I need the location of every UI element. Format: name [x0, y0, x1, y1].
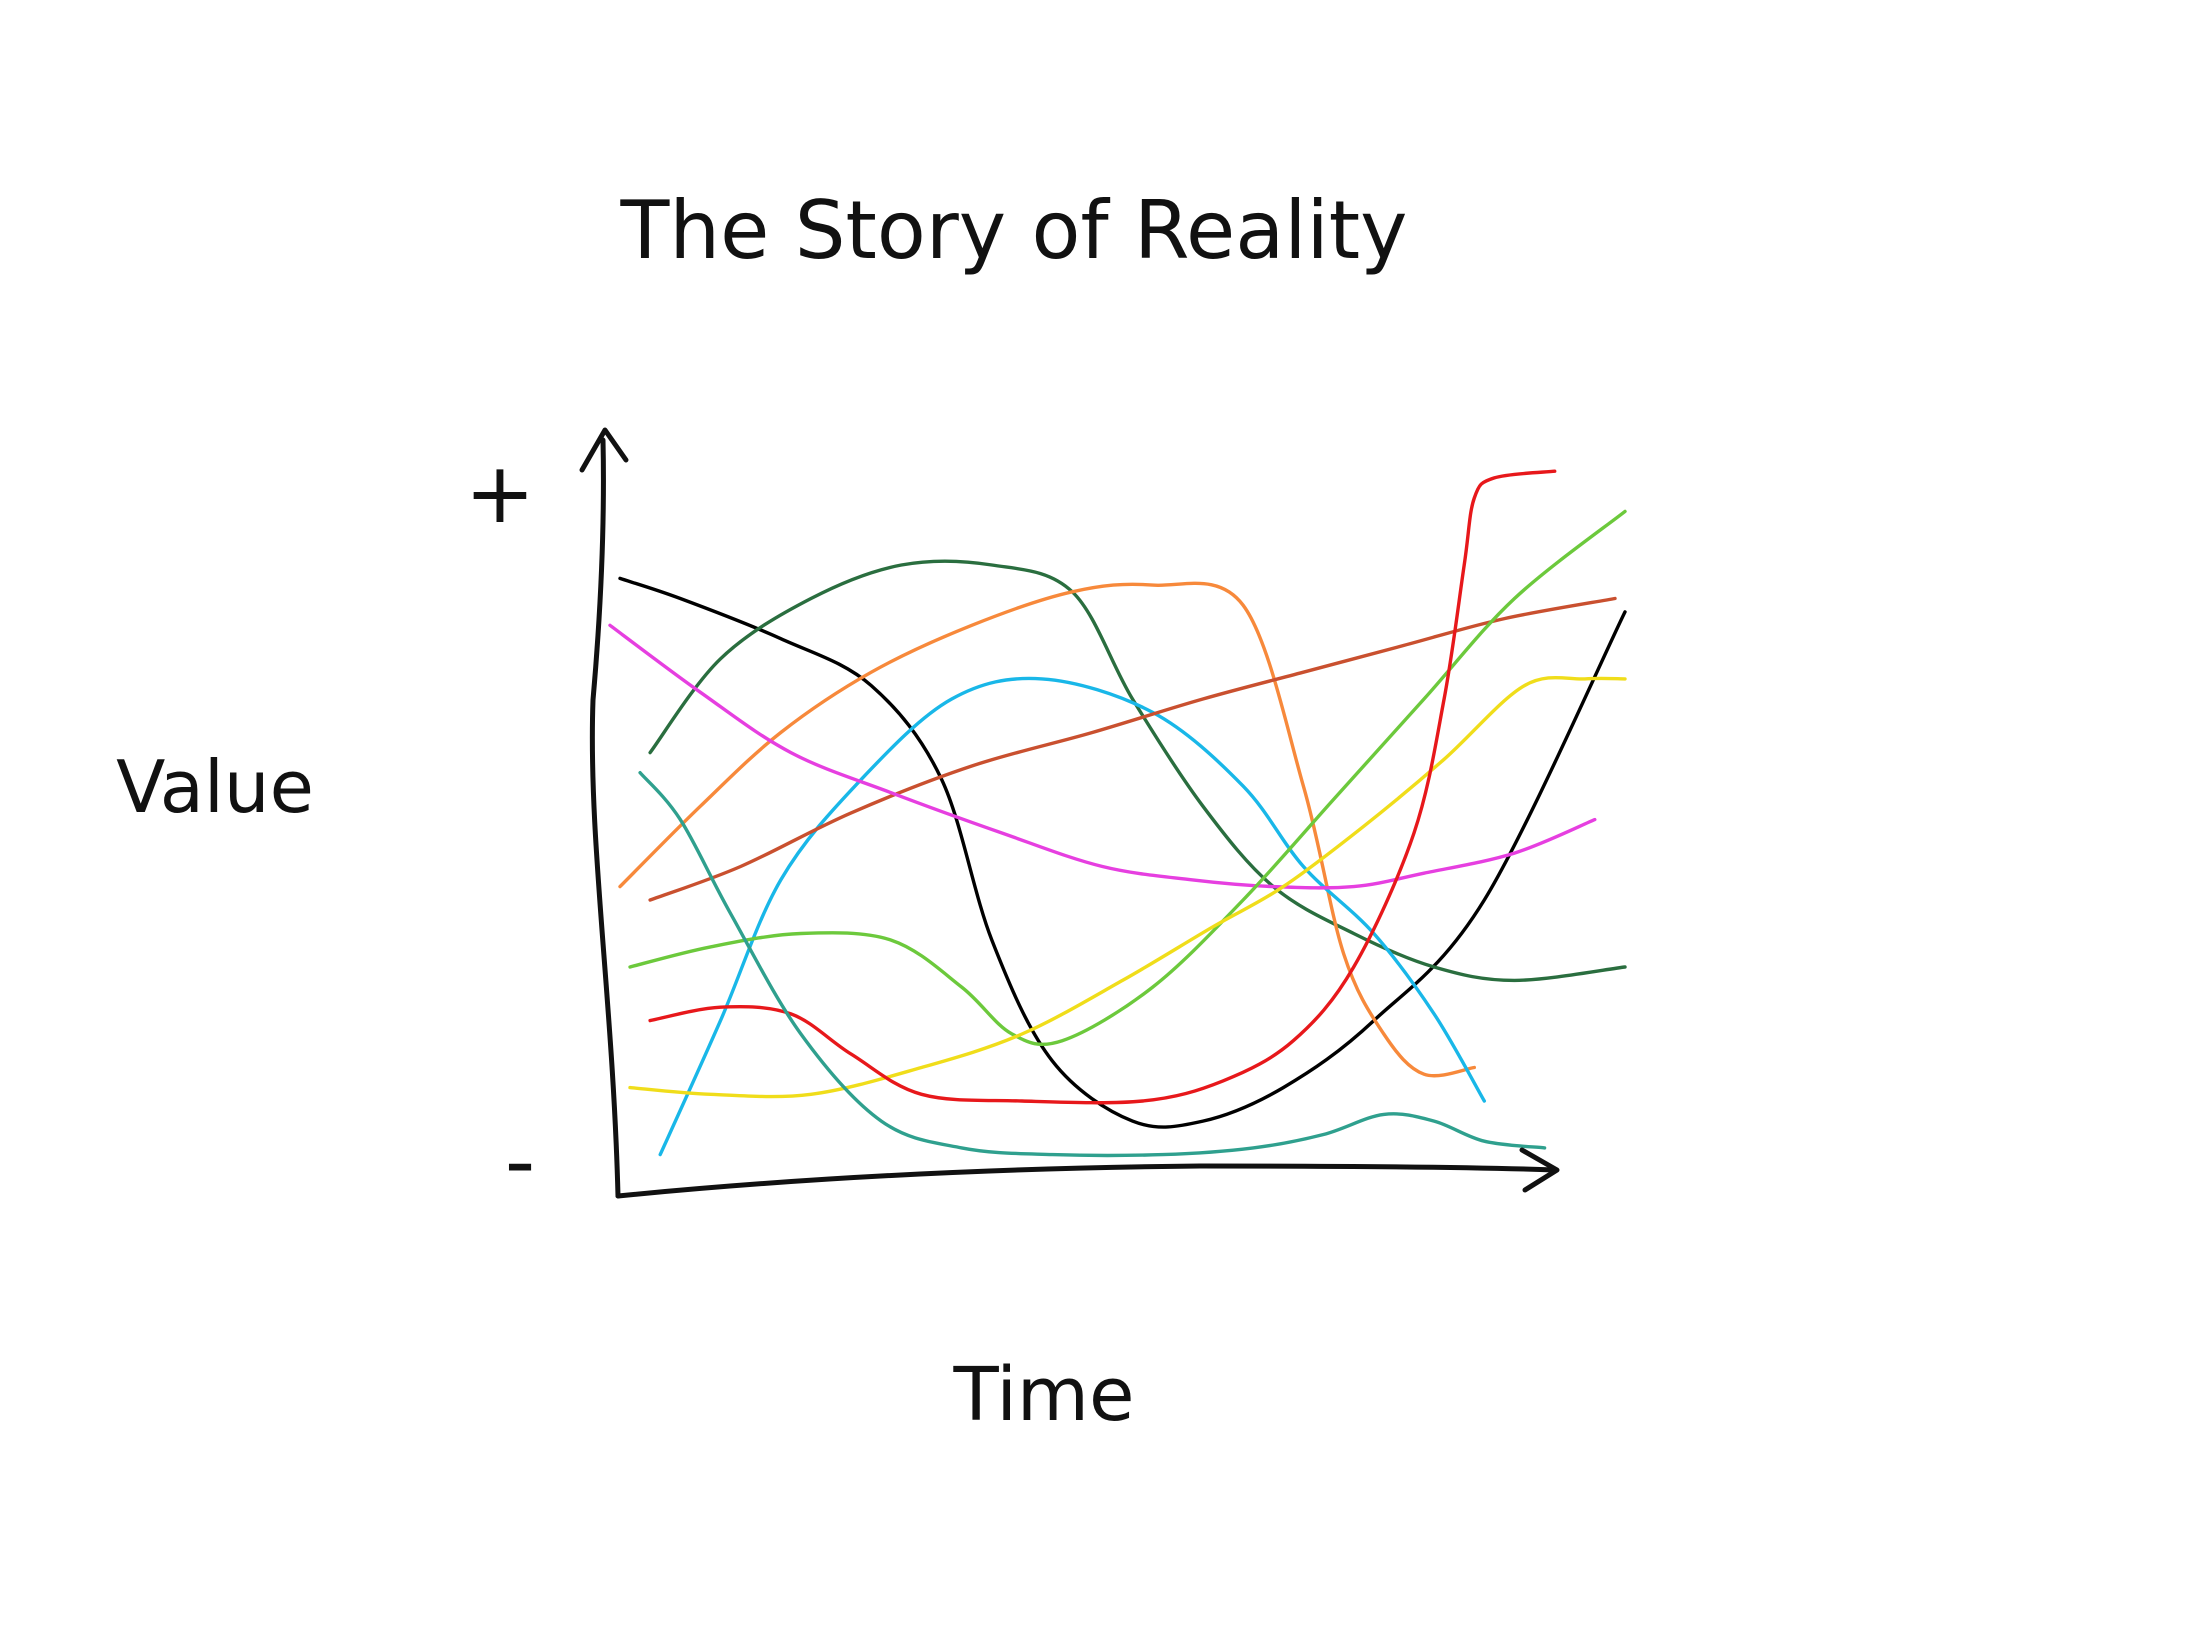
y-axis-label: Value [116, 745, 314, 829]
series-line-2 [648, 559, 1627, 983]
y-axis-max-label: + [465, 444, 535, 542]
series-line-6 [608, 623, 1597, 890]
series-line-9 [648, 469, 1557, 1105]
series-line-10 [638, 771, 1547, 1158]
x-axis-arrowhead [1519, 1147, 1560, 1193]
series-line-7 [628, 509, 1627, 1047]
x-axis-label: Time [952, 1352, 1134, 1438]
y-axis-min-label: - [505, 1112, 535, 1210]
series-line-8 [628, 675, 1627, 1099]
chart-title: The Story of Reality [620, 184, 1408, 277]
series-line-4 [658, 676, 1486, 1157]
x-axis-line [615, 1163, 1558, 1199]
series-line-5 [648, 596, 1617, 902]
series-line-1 [618, 576, 1627, 1129]
y-axis-line [589, 437, 621, 1199]
series-line-3 [618, 581, 1476, 1078]
y-axis-arrowhead [579, 427, 629, 473]
series-layer [608, 469, 1627, 1158]
